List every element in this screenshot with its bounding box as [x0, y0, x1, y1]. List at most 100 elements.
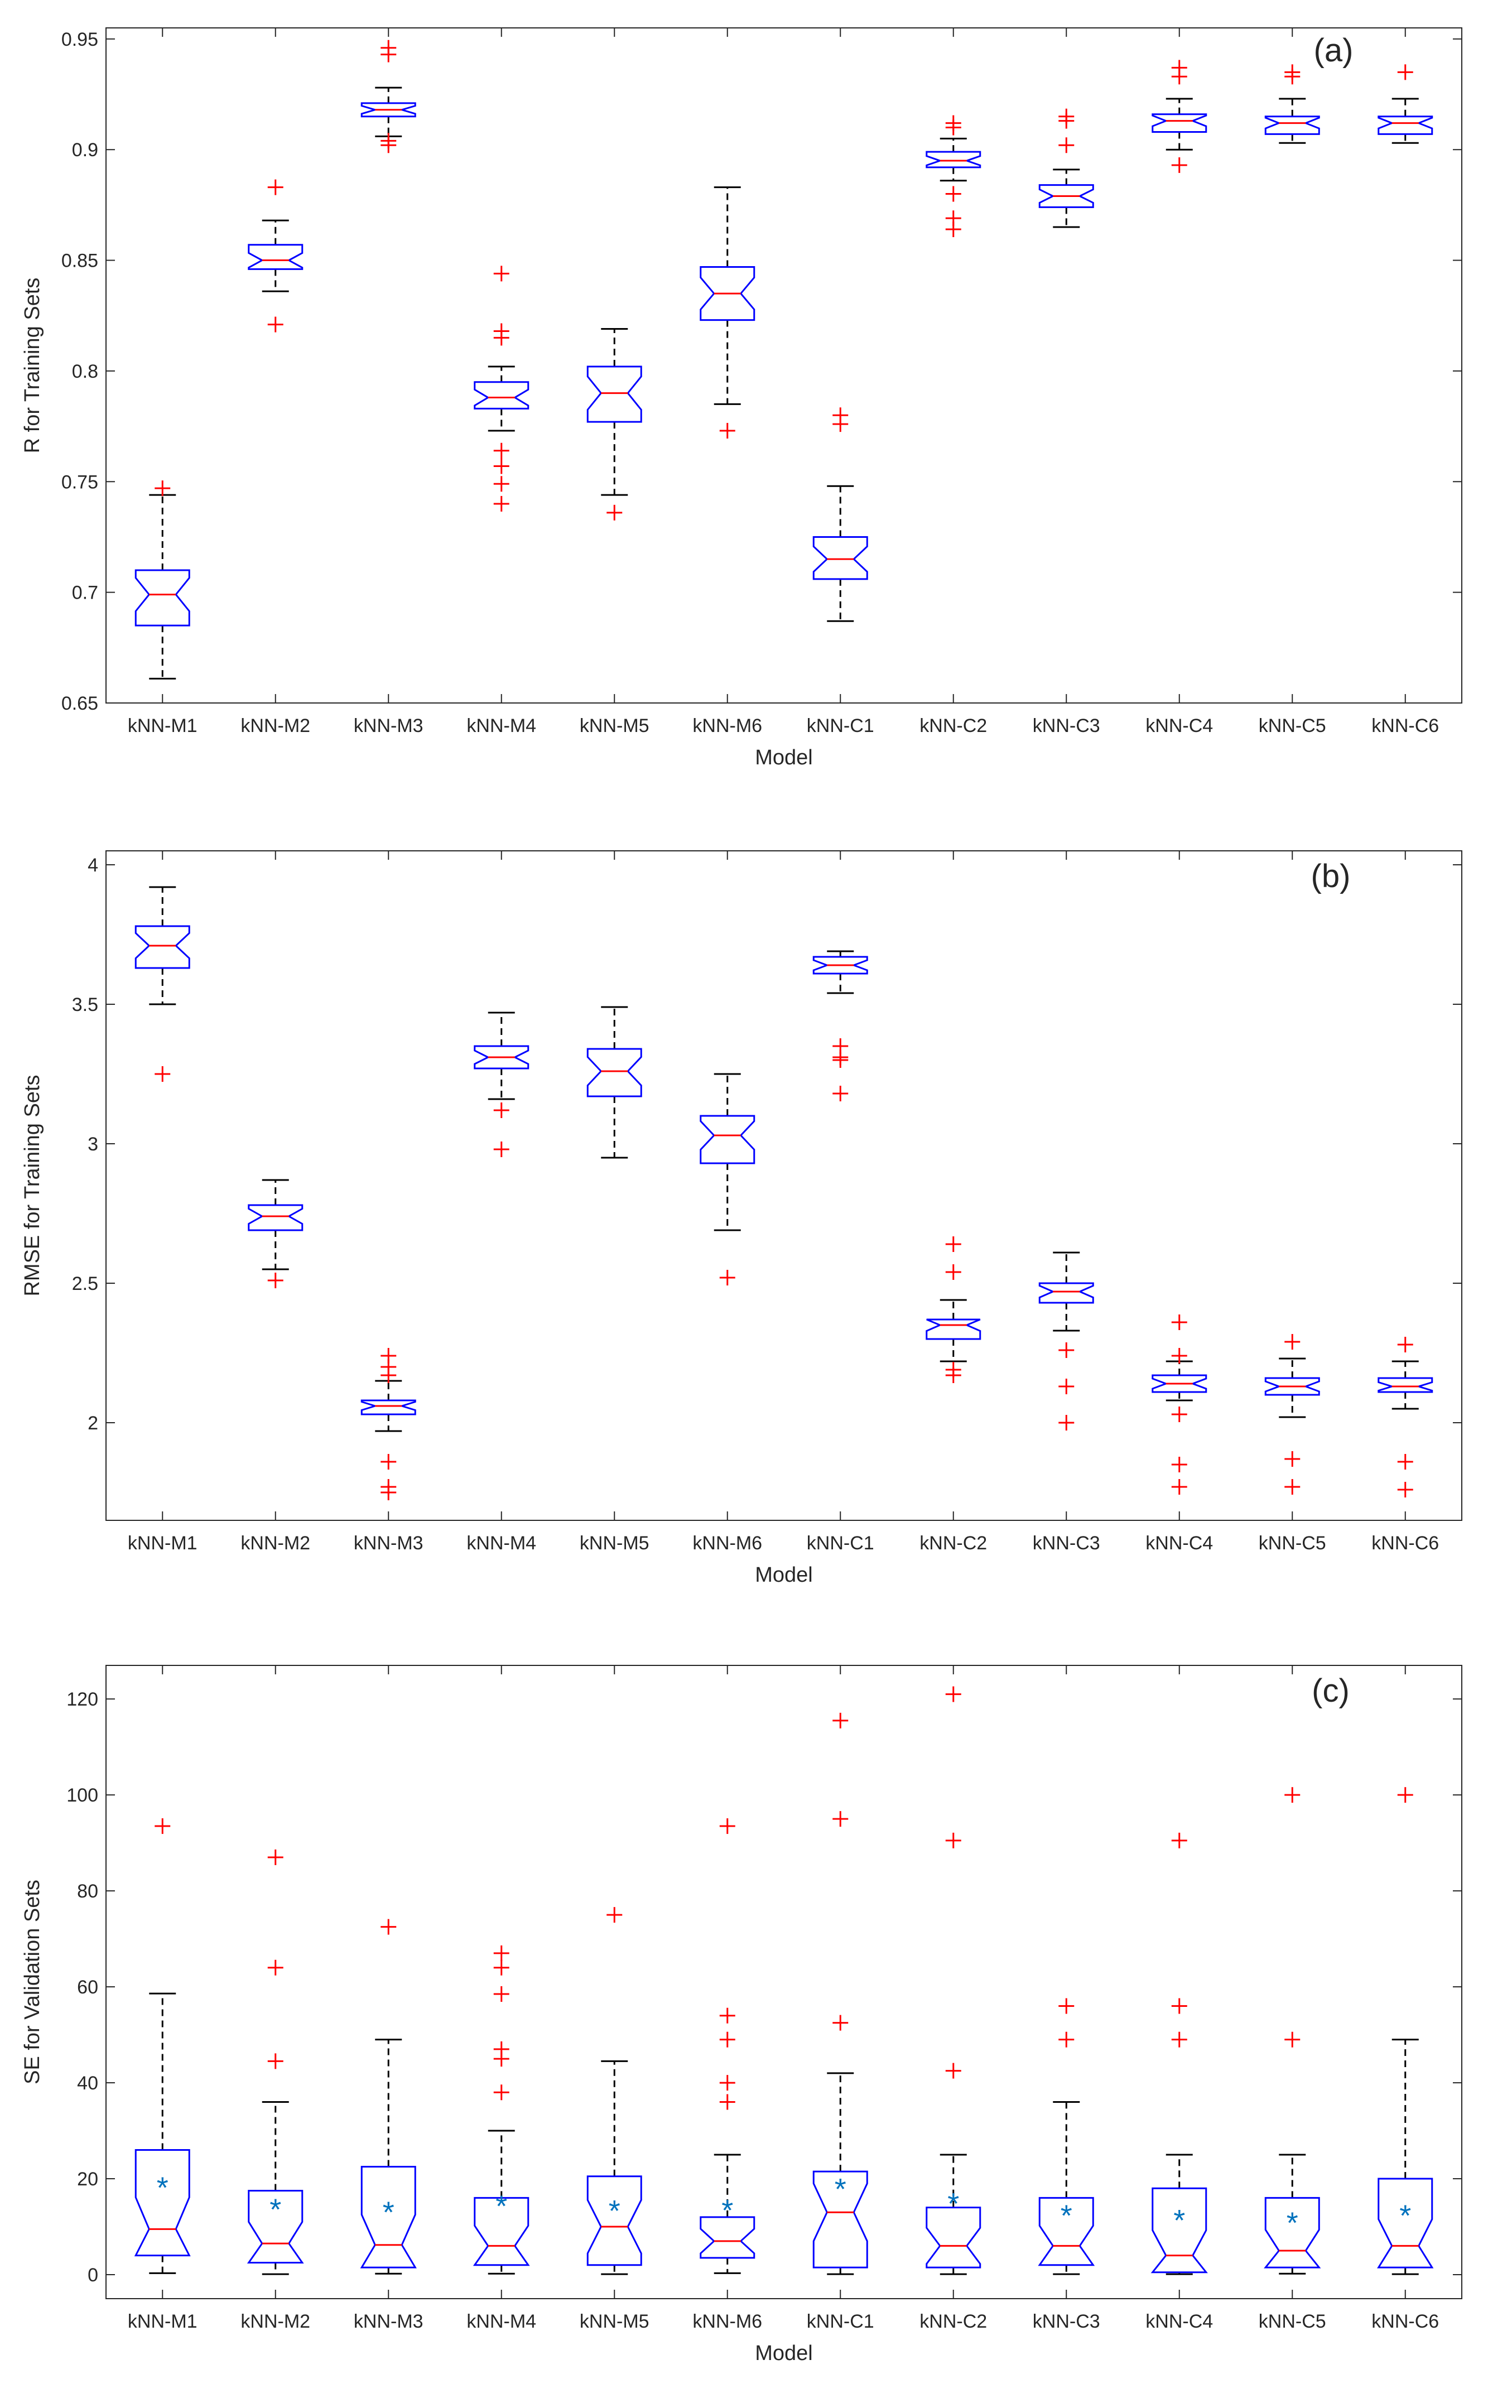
y-tick-label: 0.65: [61, 693, 98, 714]
outlier-marker: [493, 458, 509, 474]
chart-panel-3: 0 20 40 60 80 100 120 SE for Validation Sets Mod…: [21, 1665, 1462, 2365]
outlier-marker: [493, 266, 509, 282]
mean-marker: *: [157, 2171, 168, 2205]
x-tick-label: kNN-C6: [1371, 715, 1439, 736]
iqr-box: [1038, 184, 1094, 208]
box-knn-m4: kNN-M4: [466, 851, 536, 1554]
x-tick-label: kNN-M4: [466, 715, 536, 736]
outlier-marker: [945, 1832, 961, 1848]
x-tick-label: kNN-M1: [128, 715, 198, 736]
iqr-box: [1264, 1377, 1320, 1396]
outlier-marker: [381, 40, 397, 56]
x-tick-label: kNN-C2: [919, 715, 987, 736]
mean-marker: *: [1287, 2206, 1298, 2240]
outlier-marker: [267, 316, 283, 333]
iqr-box: [586, 1048, 642, 1097]
iqr-box: [360, 1399, 416, 1415]
iqr-box: [1377, 2178, 1434, 2269]
iqr-box: [360, 102, 416, 118]
outlier-marker: [832, 1086, 849, 1101]
x-tick-label: kNN-C2: [919, 1533, 987, 1554]
outlier-marker: [945, 1362, 961, 1378]
box-knn-c5: kNN-C5: [1259, 28, 1326, 736]
box-knn-m2: kNN-M2: [240, 851, 310, 1554]
x-tick-label: kNN-C5: [1259, 715, 1326, 736]
iqr-box: [360, 2166, 417, 2269]
box-knn-c5: kNN-C5: [1259, 851, 1326, 1554]
mean-marker: *: [609, 2194, 620, 2228]
box-knn-m2: kNN-M2: [240, 28, 310, 736]
outlier-marker: [832, 1811, 849, 1827]
box-knn-c6: kNN-C6: [1371, 851, 1439, 1554]
outlier-marker: [1171, 1998, 1187, 2014]
y-tick-label: 80: [77, 1881, 98, 1902]
box-knn-m3: kNN-M3: [354, 28, 423, 736]
x-tick-label: kNN-M5: [580, 1533, 649, 1554]
panel-label: (a): [1314, 32, 1354, 69]
outlier-marker: [493, 476, 509, 492]
y-axis-label: SE for Validation Sets: [21, 1880, 44, 2084]
box-knn-c2: kNN-C2: [919, 28, 987, 736]
iqr-box: [812, 956, 868, 975]
outlier-marker: [1171, 1457, 1187, 1472]
mean-marker: *: [495, 2189, 507, 2223]
iqr-box: [812, 2170, 868, 2269]
iqr-box: [586, 2175, 642, 2266]
x-tick-label: kNN-M4: [466, 1533, 536, 1554]
iqr-box: [474, 381, 529, 410]
outlier-marker: [267, 1273, 283, 1288]
outlier-marker: [1171, 157, 1187, 173]
outlier-marker: [1058, 1415, 1075, 1431]
outlier-marker: [945, 186, 961, 202]
outlier-marker: [493, 1945, 509, 1961]
outlier-marker: [493, 1102, 509, 1118]
outlier-marker: [945, 115, 961, 131]
y-axis-label: R for Training Sets: [21, 278, 44, 454]
outlier-marker: [719, 2094, 735, 2110]
outlier-marker: [1284, 1451, 1301, 1467]
outlier-marker: [493, 323, 509, 339]
outlier-marker: [381, 1919, 397, 1935]
outlier-marker: [1171, 60, 1187, 76]
outlier-marker: [493, 2041, 509, 2057]
box-knn-c3: kNN-C3 *: [1033, 1665, 1100, 2332]
y-tick-label: 4: [88, 855, 98, 876]
x-tick-label: kNN-M1: [128, 2311, 198, 2332]
box-knn-c1: kNN-C1: [807, 28, 874, 736]
outlier-marker: [1171, 1832, 1187, 1848]
plot-frame: [105, 27, 1462, 704]
box-knn-m6: kNN-M6: [692, 28, 762, 736]
iqr-box: [1264, 115, 1320, 135]
chart-panel-2: 2 2.5 3 3.5 4 RMSE for Training Sets Model (b) k…: [21, 850, 1462, 1587]
outlier-marker: [1171, 1479, 1187, 1495]
y-tick-label: 0.75: [61, 471, 98, 493]
y-tick-label: 120: [66, 1689, 98, 1710]
outlier-marker: [1171, 1314, 1187, 1330]
iqr-box: [1378, 1377, 1433, 1393]
outlier-marker: [155, 1818, 171, 1834]
outlier-marker: [1058, 1998, 1075, 2014]
y-axis-label: RMSE for Training Sets: [21, 1075, 44, 1296]
iqr-box: [248, 1204, 304, 1231]
x-tick-label: kNN-C3: [1033, 1533, 1100, 1554]
y-tick-label: 3: [88, 1134, 98, 1155]
iqr-box: [134, 569, 190, 627]
y-tick-label: 0.95: [61, 29, 98, 50]
outlier-marker: [1284, 1334, 1301, 1350]
outlier-marker: [832, 2015, 849, 2031]
box-knn-m3: kNN-M3 *: [354, 1665, 423, 2332]
outlier-marker: [155, 480, 171, 497]
outlier-marker: [1058, 1379, 1075, 1394]
box-knn-c2: kNN-C2: [919, 851, 987, 1554]
plot-frame: [105, 850, 1462, 1521]
box-knn-c6: kNN-C6: [1371, 28, 1439, 736]
box-knn-m5: kNN-M5: [580, 28, 649, 736]
iqr-box: [1152, 113, 1207, 133]
box-knn-c6: kNN-C6 *: [1371, 1665, 1439, 2332]
x-tick-label: kNN-M4: [466, 2311, 536, 2332]
mean-marker: *: [947, 2187, 959, 2221]
outlier-marker: [832, 1712, 849, 1728]
x-tick-label: kNN-M3: [354, 1533, 423, 1554]
outlier-marker: [493, 495, 509, 512]
box-knn-m3: kNN-M3: [354, 851, 423, 1554]
